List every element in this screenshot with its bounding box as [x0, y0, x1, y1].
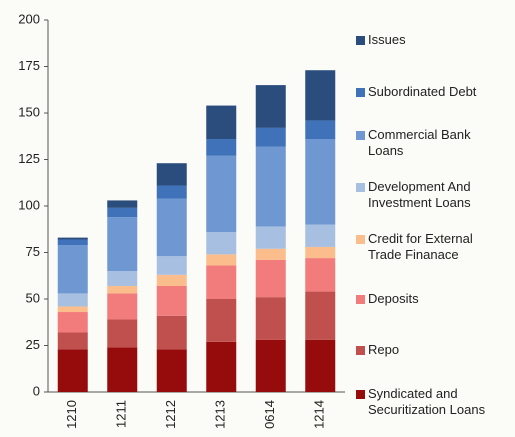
legend-label: Repo	[368, 342, 400, 358]
y-tick-label: 0	[33, 383, 40, 398]
legend-label: Issues	[368, 32, 406, 47]
bar-segment	[156, 274, 187, 286]
legend-label: Subordinated Debt	[368, 83, 477, 99]
legend-swatch	[356, 389, 365, 399]
bar-segment	[305, 70, 336, 121]
bar-segment	[57, 237, 88, 240]
legend-swatch	[356, 87, 365, 97]
x-tick-label: 1210	[64, 400, 79, 429]
bar-segment	[255, 259, 286, 298]
legend-swatch	[356, 234, 365, 244]
bar-segment	[107, 207, 138, 218]
bar-segment	[206, 139, 237, 156]
x-tick-label: 1212	[163, 400, 178, 429]
bar-segment	[57, 239, 88, 246]
bar-segment	[305, 246, 336, 259]
bar-segment	[255, 297, 286, 340]
legend-label: Deposits	[368, 290, 419, 306]
bar-segment	[305, 139, 336, 225]
bar-segment	[255, 146, 286, 227]
legend-label: Syndicated and Securitization Loans	[368, 385, 486, 417]
legend-label: Development And Investment Loans	[368, 179, 471, 211]
y-tick-label: 200	[18, 11, 40, 26]
bar-segment	[305, 224, 336, 247]
legend-item: Syndicated and Securitization Loans	[356, 386, 506, 418]
legend-swatch	[356, 346, 365, 356]
bar-segment	[57, 245, 88, 294]
bar-segment	[107, 217, 138, 272]
legend-item: Repo	[356, 342, 506, 358]
bar-segment	[305, 339, 336, 392]
bar-segment	[156, 185, 187, 199]
y-tick-label: 150	[18, 104, 40, 119]
bar-segment	[255, 127, 286, 147]
bar-segment	[107, 347, 138, 392]
legend-item: Credit for External Trade Finanace	[356, 231, 506, 263]
legend-item: Subordinated Debt	[356, 84, 506, 100]
y-tick-label: 75	[26, 244, 40, 259]
legend-label: Credit for External Trade Finanace	[368, 230, 473, 262]
bar-segment	[107, 200, 138, 208]
bar-segment	[305, 291, 336, 340]
y-tick-label: 100	[18, 197, 40, 212]
x-tick-label: 0614	[262, 400, 277, 429]
y-tick-label: 25	[26, 337, 40, 352]
y-tick-label: 50	[26, 290, 40, 305]
bar-segment	[156, 315, 187, 350]
bar-segment	[206, 155, 237, 233]
bar-segment	[57, 349, 88, 392]
bar-segment	[255, 85, 286, 128]
bar-segment	[156, 285, 187, 316]
legend-item: Issues	[356, 32, 506, 48]
bar-segment	[206, 232, 237, 255]
bar-segment	[255, 339, 286, 392]
bar-segment	[305, 120, 336, 140]
bar-segment	[255, 248, 286, 260]
y-tick-label: 175	[18, 58, 40, 73]
bar-segment	[206, 299, 237, 342]
bar-segment	[156, 198, 187, 257]
legend-swatch	[356, 36, 365, 45]
legend-swatch	[356, 183, 365, 193]
bar-segment	[57, 332, 88, 350]
y-tick-label: 125	[18, 151, 40, 166]
bar-segment	[156, 349, 187, 392]
bar-segment	[156, 163, 187, 186]
bar-segment	[107, 271, 138, 286]
legend-item: Deposits	[356, 291, 506, 307]
bar-segment	[57, 293, 88, 307]
legend-swatch	[356, 131, 365, 141]
x-tick-label: 1213	[213, 400, 228, 429]
legend-item: Commercial Bank Loans	[356, 127, 506, 159]
bar-segment	[206, 254, 237, 266]
x-tick-label: 1211	[114, 400, 129, 428]
bar-segment	[206, 265, 237, 299]
x-tick-label: 1214	[312, 400, 327, 429]
bar-segment	[57, 312, 88, 333]
bar-segment	[206, 341, 237, 392]
legend-label: Commercial Bank Loans	[368, 127, 471, 159]
legend-item: Development And Investment Loans	[356, 179, 506, 211]
bar-segment	[305, 258, 336, 292]
bar-segment	[156, 256, 187, 275]
legend-swatch	[356, 294, 365, 304]
bar-segment	[255, 226, 286, 249]
bar-segment	[107, 285, 138, 294]
bar-segment	[107, 319, 138, 348]
bar-segment	[206, 105, 237, 140]
bar-segment	[107, 293, 138, 320]
bar-segment	[57, 306, 88, 313]
